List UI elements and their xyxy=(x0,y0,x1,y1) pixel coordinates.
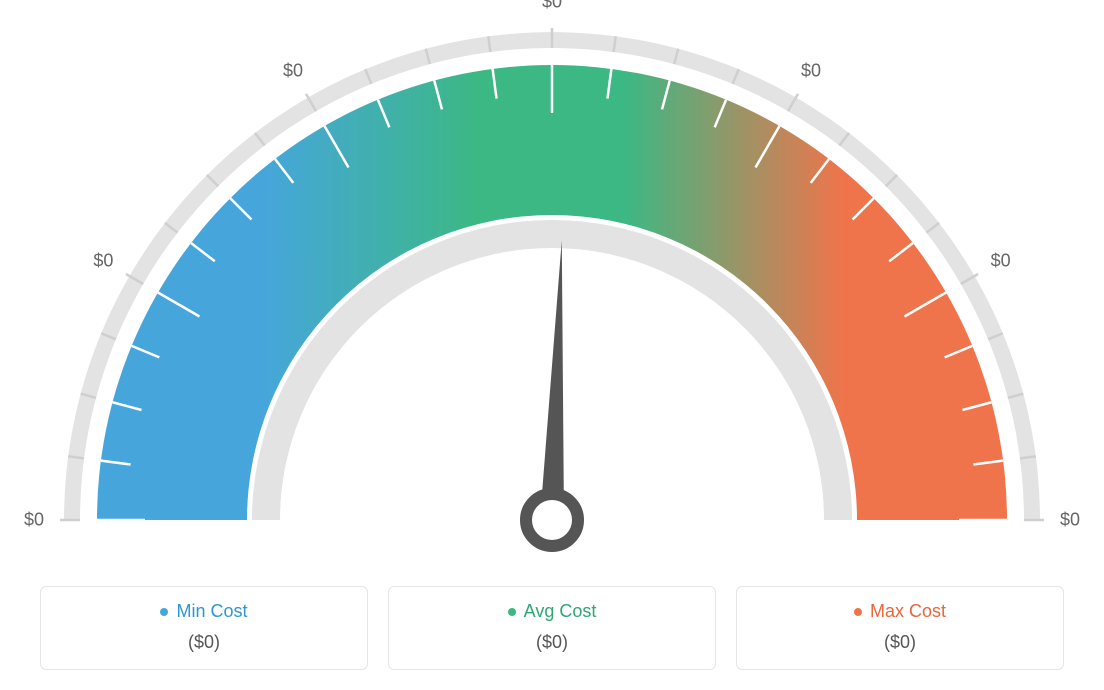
legend-label-avg: Avg Cost xyxy=(508,601,597,622)
dot-icon-avg xyxy=(508,608,516,616)
gauge-tick-label: $0 xyxy=(24,510,44,531)
gauge-tick-label: $0 xyxy=(93,251,113,272)
legend-card-avg: Avg Cost ($0) xyxy=(388,586,716,670)
gauge-tick-label: $0 xyxy=(991,251,1011,272)
legend-label-text: Min Cost xyxy=(176,601,247,622)
legend-card-min: Min Cost ($0) xyxy=(40,586,368,670)
dot-icon-min xyxy=(160,608,168,616)
legend-label-max: Max Cost xyxy=(854,601,946,622)
legend-label-min: Min Cost xyxy=(160,601,247,622)
gauge-tick-label: $0 xyxy=(1060,510,1080,531)
dot-icon-max xyxy=(854,608,862,616)
legend-label-text: Avg Cost xyxy=(524,601,597,622)
gauge-tick-label: $0 xyxy=(542,0,562,13)
gauge-area: $0 $0 $0 $0 $0 $0 $0 xyxy=(0,0,1104,560)
legend-card-max: Max Cost ($0) xyxy=(736,586,1064,670)
legend-value-min: ($0) xyxy=(59,632,349,653)
gauge-svg xyxy=(0,0,1104,560)
legend-value-max: ($0) xyxy=(755,632,1045,653)
cost-gauge-widget: $0 $0 $0 $0 $0 $0 $0 Min Cost ($0) Avg Cost ($… xyxy=(0,0,1104,690)
gauge-tick-label: $0 xyxy=(283,61,303,82)
legend-value-avg: ($0) xyxy=(407,632,697,653)
gauge-needle xyxy=(540,240,564,520)
gauge-needle-hub xyxy=(526,494,578,546)
legend-row: Min Cost ($0) Avg Cost ($0) Max Cost ($0… xyxy=(40,586,1064,670)
gauge-tick-label: $0 xyxy=(801,61,821,82)
legend-label-text: Max Cost xyxy=(870,601,946,622)
